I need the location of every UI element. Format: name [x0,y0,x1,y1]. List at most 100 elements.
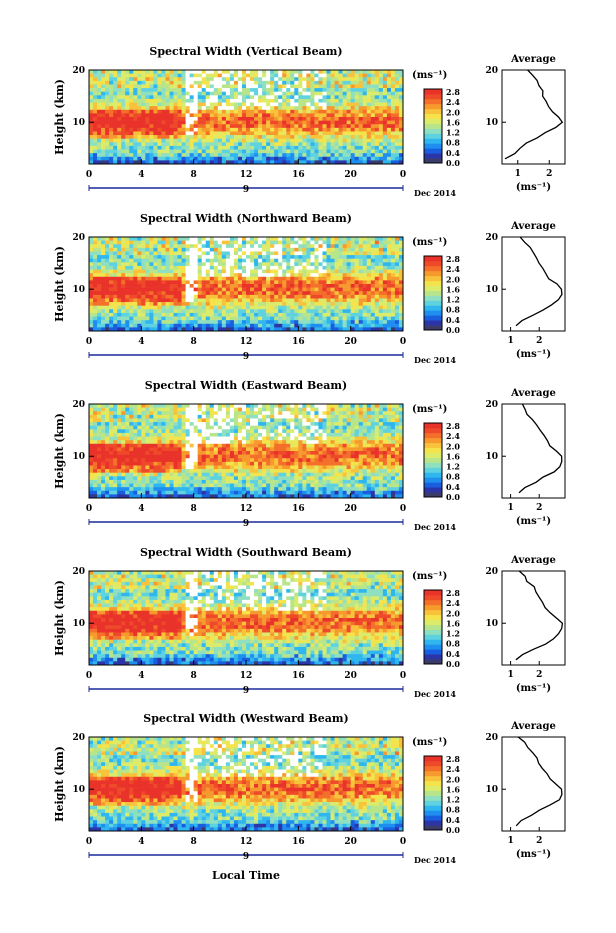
heatmap-cell [387,273,391,277]
heatmap-cell [242,135,246,139]
heatmap-cell [186,473,190,477]
heatmap-cell [170,99,174,103]
heatmap-cell [109,157,113,161]
heatmap-cell [153,411,157,415]
heatmap-cell [331,74,335,78]
heatmap-cell [262,244,266,248]
heatmap-cell [254,280,258,284]
heatmap-cell [174,121,178,125]
heatmap-cell [121,408,125,412]
heatmap-cell [294,259,298,263]
heatmap-cell [165,259,169,263]
heatmap-cell [178,88,182,92]
heatmap-cell [97,411,101,415]
heatmap-cell [117,280,121,284]
heatmap-cell [161,110,165,114]
heatmap-cell [170,244,174,248]
heatmap-cell [97,447,101,451]
heatmap-cell [278,153,282,157]
heatmap-cell [351,313,355,317]
heatmap-cell [141,121,145,125]
heatmap-cell [141,110,145,114]
heatmap-cell [278,259,282,263]
heatmap-cell [310,110,314,114]
heatmap-cell [113,117,117,121]
heatmap-cell [286,74,290,78]
heatmap-cell [202,150,206,154]
heatmap-cell [121,131,125,135]
heatmap-cell [339,291,343,295]
heatmap-cell [335,244,339,248]
heatmap-cell [206,103,210,107]
heatmap-cell [226,92,230,96]
heatmap-cell [314,306,318,310]
heatmap-cell [198,426,202,430]
heatmap-cell [230,244,234,248]
heatmap-cell [97,280,101,284]
heatmap-cell [113,95,117,99]
heatmap-cell [310,288,314,292]
heatmap-cell [250,317,254,321]
heatmap-cell [178,437,182,441]
heatmap-cell [137,465,141,469]
heatmap-cell [395,306,399,310]
heatmap-cell [278,266,282,270]
heatmap-cell [310,153,314,157]
heatmap-cell [262,84,266,88]
heatmap-cell [149,458,153,462]
heatmap-cell [202,433,206,437]
heatmap-cell [230,320,234,324]
heatmap-cell [339,88,343,92]
heatmap-cell [101,70,105,74]
heatmap-cell [101,92,105,96]
heatmap-cell [109,408,113,412]
heatmap-cell [125,491,129,495]
heatmap-cell [314,135,318,139]
heatmap-cell [387,248,391,252]
heatmap-cell [331,70,335,74]
heatmap-cell [395,103,399,107]
heatmap-cell [210,422,214,426]
heatmap-cell [113,280,117,284]
heatmap-cell [395,241,399,245]
heatmap-cell [290,70,294,74]
heatmap-cell [101,117,105,121]
heatmap-cell [351,270,355,274]
heatmap-cell [266,295,270,299]
heatmap-cell [355,248,359,252]
heatmap-cell [371,128,375,132]
heatmap-cell [161,92,165,96]
heatmap-cell [165,288,169,292]
heatmap-cell [105,484,109,488]
heatmap-cell [129,455,133,459]
heatmap-cell [129,433,133,437]
heatmap-cell [306,302,310,306]
heatmap-cell [302,131,306,135]
heatmap-cell [355,70,359,74]
heatmap-cell [149,429,153,433]
heatmap-cell [250,92,254,96]
heatmap-cell [395,135,399,139]
heatmap-cell [202,128,206,132]
heatmap-cell [242,74,246,78]
heatmap-cell [339,284,343,288]
heatmap-cell [206,146,210,150]
heatmap-cell [318,153,322,157]
heatmap-cell [242,153,246,157]
heatmap-cell [157,280,161,284]
heatmap-cell [310,81,314,85]
heatmap-cell [310,142,314,146]
heatmap-cell [157,462,161,466]
heatmap-cell [157,262,161,266]
heatmap-cell [101,480,105,484]
heatmap-cell [210,484,214,488]
heatmap-cell [186,415,190,419]
heatmap-cell [133,266,137,270]
heatmap-cell [294,88,298,92]
heatmap-cell [117,157,121,161]
heatmap-cell [145,146,149,150]
heatmap-cell [339,324,343,328]
heatmap-cell [97,128,101,132]
heatmap-cell [214,131,218,135]
heatmap-cell [278,150,282,154]
